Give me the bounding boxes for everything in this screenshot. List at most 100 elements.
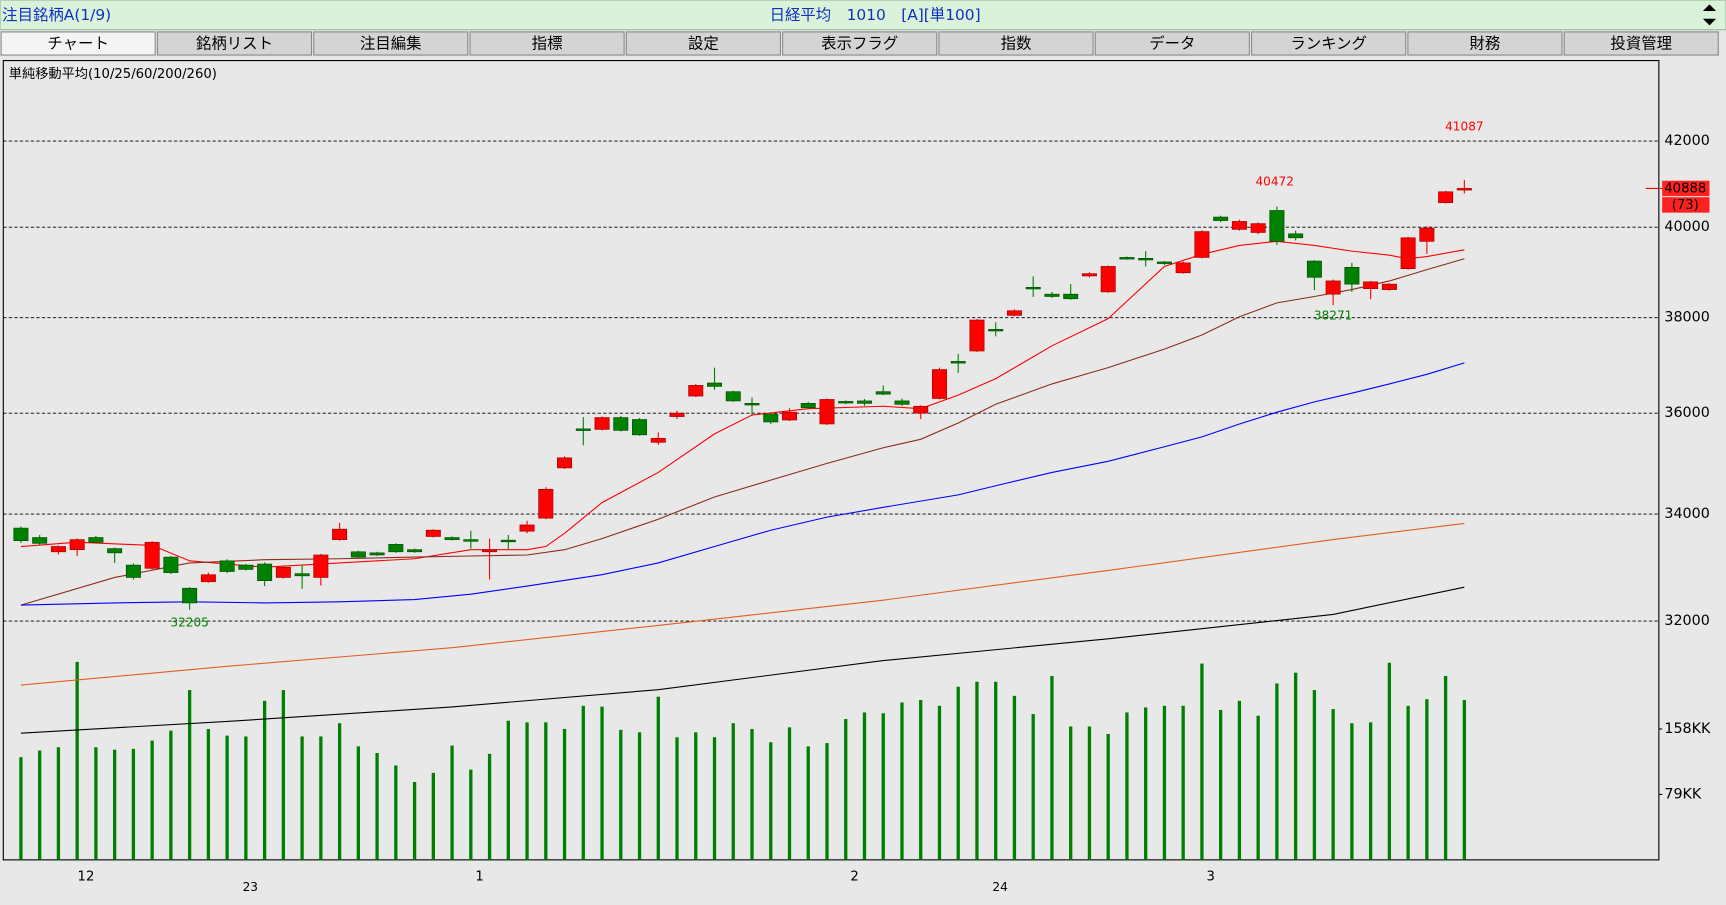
- candle-body: [1025, 286, 1041, 290]
- candle: [1419, 226, 1435, 254]
- candle: [763, 413, 779, 424]
- volume-bar: [131, 748, 136, 860]
- candle: [275, 566, 291, 579]
- candle: [50, 545, 66, 555]
- candle: [107, 547, 123, 563]
- candle: [725, 390, 741, 402]
- tab[interactable]: チャート: [0, 31, 156, 56]
- candle-body: [1119, 257, 1135, 260]
- candle: [482, 538, 498, 580]
- change-label: (73): [1672, 198, 1699, 213]
- candle: [819, 398, 835, 425]
- candle-body: [388, 544, 404, 553]
- tab[interactable]: 設定: [625, 31, 781, 56]
- volume-tick-label: 158KK: [1664, 721, 1711, 737]
- volume-bar: [281, 690, 286, 860]
- candle: [557, 456, 573, 469]
- plot-area: [2, 60, 1660, 861]
- volume-bar: [1312, 690, 1317, 860]
- candle: [1456, 179, 1472, 194]
- tab[interactable]: 指標: [469, 31, 625, 56]
- candle-body: [725, 391, 741, 402]
- tab[interactable]: 銘柄リスト: [156, 31, 313, 56]
- candle: [988, 322, 1004, 337]
- candle-body: [257, 563, 273, 582]
- candle: [163, 556, 179, 575]
- volume-bar: [1106, 733, 1110, 860]
- scroll-buttons[interactable]: [1702, 4, 1717, 26]
- candle: [69, 538, 85, 557]
- candle: [744, 397, 760, 416]
- candle-body: [950, 361, 966, 364]
- candle-body: [1419, 227, 1435, 242]
- candle-body: [594, 417, 610, 430]
- volume-bar: [1125, 712, 1129, 860]
- tab-label: ランキング: [1290, 35, 1367, 53]
- volume-bar: [112, 749, 117, 860]
- volume-bar: [1331, 709, 1335, 860]
- volume-bar: [1350, 723, 1354, 860]
- candle-body: [1456, 188, 1472, 191]
- candle-body: [275, 566, 291, 578]
- candle: [425, 529, 441, 538]
- candle-body: [538, 488, 554, 519]
- candle: [200, 572, 216, 583]
- candle: [650, 432, 666, 445]
- volume-bar: [1144, 707, 1148, 860]
- candle: [875, 385, 891, 396]
- volume-bar: [862, 712, 867, 860]
- candle-body: [1006, 310, 1022, 316]
- volume-bar: [487, 753, 492, 860]
- candle: [613, 416, 629, 432]
- chart: 32000 34000 36000 38000 40000 42000 79KK 158KK 4…: [3, 120, 1711, 894]
- tab[interactable]: 表示フラグ: [782, 31, 938, 56]
- candle-body: [425, 529, 441, 537]
- volume-bar: [637, 732, 642, 860]
- candle: [1175, 261, 1191, 274]
- candle-body: [125, 564, 141, 578]
- candle: [463, 530, 479, 549]
- x-tick-label: 1: [475, 869, 483, 884]
- volume-bar: [619, 729, 623, 860]
- volume-bar: [225, 735, 229, 860]
- low-annotation: 32205: [170, 615, 208, 629]
- candle-body: [407, 549, 423, 553]
- candle-body: [200, 574, 216, 583]
- volume-bar: [450, 745, 454, 860]
- volume-bar: [1368, 722, 1373, 860]
- tab[interactable]: 注目編集: [313, 31, 469, 56]
- tab-background: [1563, 31, 1719, 56]
- year-label: 23: [243, 880, 258, 894]
- tab[interactable]: 投資管理: [1563, 31, 1719, 56]
- tab-background: [1094, 31, 1250, 56]
- candle: [1438, 190, 1454, 204]
- top-bar: [0, 0, 1726, 31]
- candle: [969, 319, 985, 352]
- candle-body: [669, 412, 685, 417]
- volume-bar: [544, 722, 548, 860]
- tab[interactable]: 財務: [1407, 31, 1563, 56]
- volume-bar: [994, 681, 998, 860]
- candle: [1044, 291, 1060, 298]
- volume-bar: [712, 737, 717, 860]
- volume-bar: [469, 769, 473, 860]
- candle-body: [613, 417, 629, 431]
- candle-body: [1063, 293, 1079, 300]
- tab[interactable]: データ: [1094, 31, 1250, 56]
- candle-body: [1194, 231, 1210, 258]
- candle-body: [1269, 210, 1285, 242]
- tab-label: 表示フラグ: [821, 35, 898, 53]
- candle-body: [313, 554, 329, 578]
- candle: [1213, 215, 1229, 223]
- candle: [632, 418, 648, 436]
- volume-bar: [525, 722, 529, 860]
- tab[interactable]: ランキング: [1251, 31, 1407, 56]
- volume-bar: [1200, 663, 1204, 860]
- candle-body: [444, 537, 460, 540]
- low-annotation: 38271: [1314, 309, 1352, 323]
- last-price-box: [1662, 180, 1710, 197]
- tab[interactable]: 指数: [938, 31, 1094, 56]
- tab-background: [1407, 31, 1563, 56]
- candle-body: [1344, 267, 1360, 285]
- candle-body: [182, 587, 198, 604]
